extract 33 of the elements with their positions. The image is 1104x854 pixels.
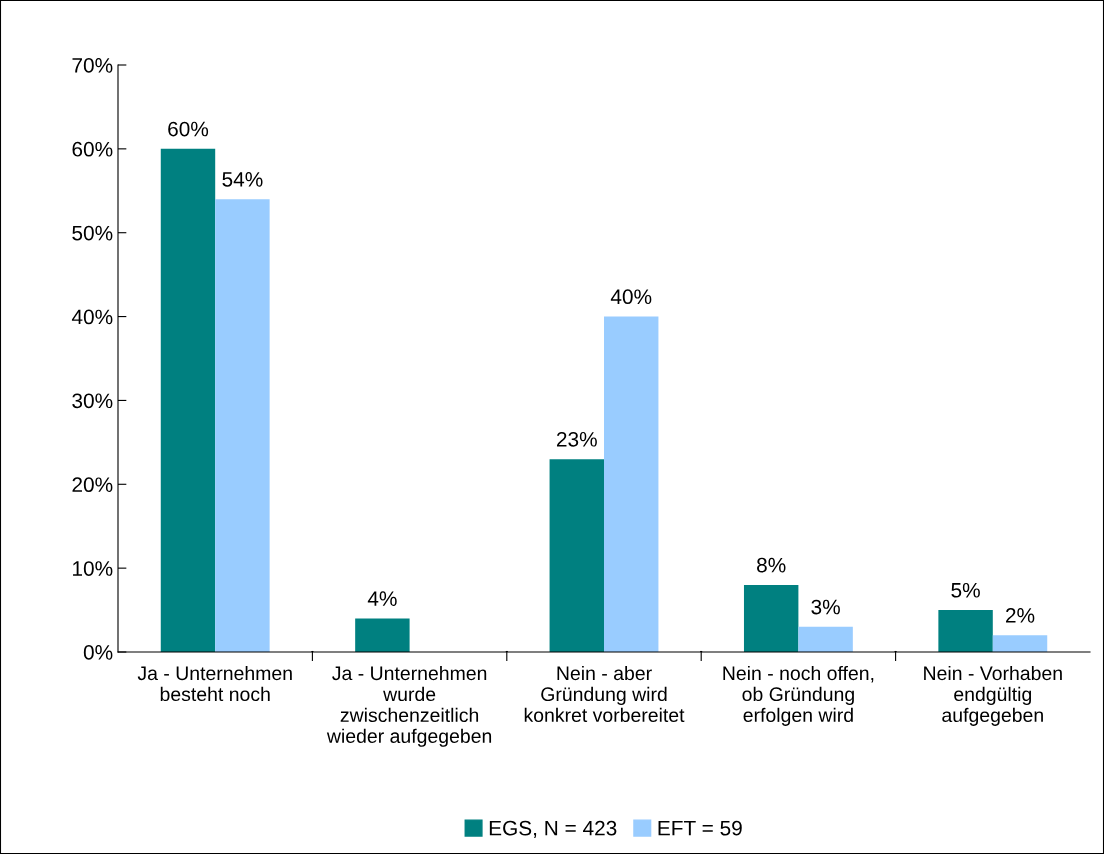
bar [798,626,853,652]
y-tick-label: 30% [72,393,113,409]
bar [992,635,1048,652]
y-tick-label: 40% [71,309,113,325]
bar [938,610,993,652]
y-tick-label: 60% [72,141,113,157]
y-tick-label: 70% [72,58,113,73]
x-tick-label: Ja - Unternehmen wurde zwischenzeitlich wieder aufgegeben [326,665,492,747]
data-label: 5% [951,582,980,598]
x-tick-label: Nein - Vorhaben endgültig aufgegeben [924,665,1062,726]
bar [355,618,410,652]
data-label: 2% [1006,608,1035,623]
y-tick-label: 50% [72,225,113,241]
bar [743,584,799,652]
data-label: 40% [610,289,652,305]
data-label: 54% [222,172,263,187]
x-tick-label: Nein - aber Gründung wird konkret vorbereitet [524,665,685,723]
data-label: 8% [757,557,786,573]
bar [604,316,659,652]
y-tick-label: 10% [73,561,113,576]
data-label: 4% [367,591,397,606]
data-label: 23% [556,431,597,447]
bar [160,148,216,652]
x-tick-label: Nein - noch offen, ob Gründung erfolgen wird [723,665,874,726]
x-tick-label: Ja - Unternehmen besteht noch [137,665,292,702]
data-label: 3% [811,599,840,615]
y-tick-label: 20% [72,477,113,493]
legend-label: EGS, N = 423 [489,820,617,838]
bar [549,459,604,652]
data-label: 60% [168,121,209,137]
legend-label: EFT = 59 [658,820,742,836]
y-tick-label: 0% [83,645,113,660]
bar [215,199,270,652]
